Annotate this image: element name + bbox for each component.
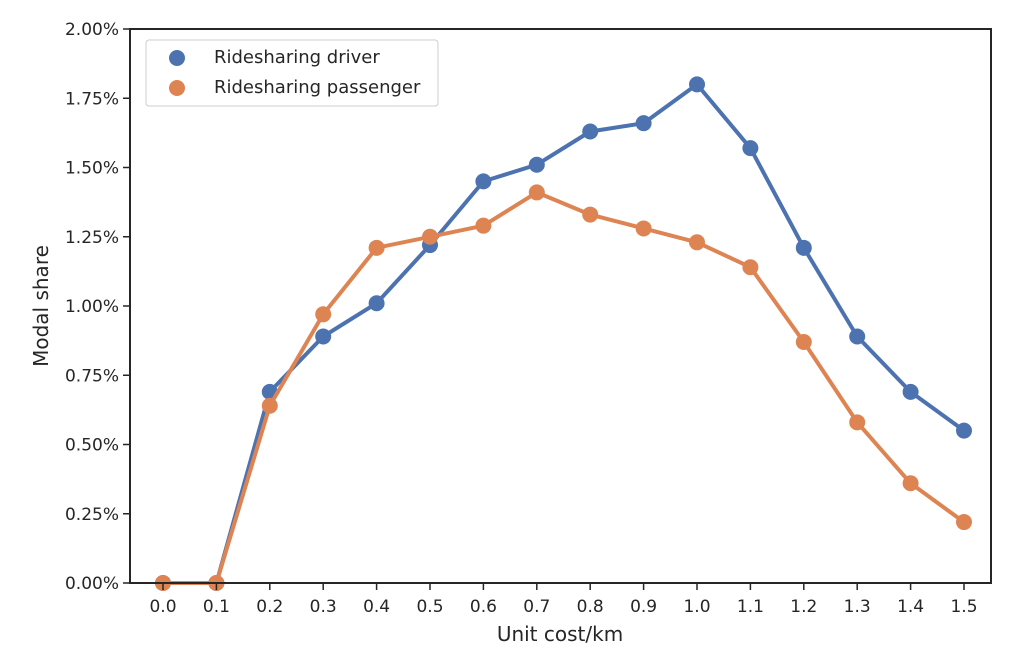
legend-frame: [145, 39, 439, 107]
x-tick-label: 1.5: [950, 597, 977, 617]
data-point: [315, 306, 332, 323]
x-tick-label: 1.3: [844, 597, 871, 617]
data-point: [849, 414, 866, 431]
y-tick-label: 1.00%: [65, 297, 119, 317]
y-axis-label: Modal share: [29, 245, 53, 367]
legend-marker-passenger: [169, 80, 185, 96]
data-point: [956, 514, 972, 531]
legend-marker-driver: [169, 50, 185, 66]
x-tick-label: 0.8: [577, 597, 604, 617]
legend-label-passenger: Ridesharing passenger: [214, 77, 421, 98]
data-point: [315, 328, 332, 345]
series-line: [161, 190, 966, 585]
data-point: [261, 397, 278, 414]
data-point: [742, 259, 759, 276]
data-point: [368, 295, 385, 312]
y-tick-label: 2.00%: [65, 20, 119, 40]
x-axis: 0.0 0.1 0.2 0.3 0.4 0.5 0.6 0.7 0.8 0.9 1.0 1.1 1.2 1…: [149, 583, 978, 617]
data-point: [635, 220, 652, 237]
y-tick-label: 1.50%: [65, 159, 119, 179]
data-point: [582, 123, 599, 140]
data-point: [475, 217, 492, 234]
series-layer: [155, 76, 972, 591]
x-tick-label: 0.5: [416, 597, 443, 617]
x-tick-label: 0.6: [470, 597, 497, 617]
legend-label-driver: Ridesharing driver: [214, 47, 380, 68]
data-point: [956, 422, 972, 439]
x-tick-label: 0.0: [149, 597, 176, 617]
x-tick-label: 0.1: [203, 597, 230, 617]
data-point: [582, 206, 599, 223]
data-point: [849, 328, 866, 345]
series-passenger: [155, 184, 972, 591]
y-tick-label: 0.50%: [65, 436, 119, 456]
y-tick-label: 0.25%: [65, 505, 119, 525]
x-tick-label: 0.4: [363, 597, 390, 617]
data-point: [795, 239, 812, 256]
data-point: [528, 184, 545, 201]
x-tick-label: 0.2: [256, 597, 283, 617]
data-point: [635, 115, 652, 132]
x-tick-label: 1.2: [790, 597, 817, 617]
x-tick-label: 0.9: [630, 597, 657, 617]
data-point: [528, 156, 545, 173]
y-axis: 0.00% 0.25% 0.50% 0.75% 1.00% 1.25% 1.50% 1.75%…: [65, 20, 130, 594]
data-point: [902, 475, 919, 492]
x-tick-label: 1.4: [897, 597, 924, 617]
data-point: [902, 383, 919, 400]
x-tick-label: 0.3: [310, 597, 337, 617]
y-tick-label: 1.25%: [65, 228, 119, 248]
x-tick-label: 0.7: [523, 597, 550, 617]
data-point: [422, 228, 438, 245]
data-point: [475, 173, 492, 190]
series-line: [161, 82, 966, 585]
data-point: [742, 140, 759, 157]
legend: Ridesharing driver Ridesharing passenger: [145, 39, 439, 107]
y-tick-label: 1.75%: [65, 89, 119, 109]
x-tick-label: 1.0: [683, 597, 710, 617]
y-tick-label: 0.00%: [65, 574, 119, 594]
data-point: [689, 76, 705, 93]
data-point: [795, 334, 812, 351]
x-axis-label: Unit cost/km: [497, 622, 623, 646]
x-tick-label: 1.1: [737, 597, 764, 617]
data-point: [689, 234, 705, 251]
data-point: [368, 239, 385, 256]
y-tick-label: 0.75%: [65, 366, 119, 386]
